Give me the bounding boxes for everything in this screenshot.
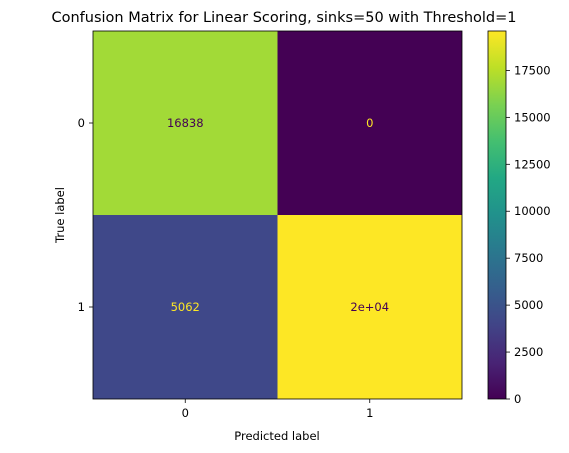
x-tick-label: 1 [366,406,373,420]
colorbar-tick-label: 0 [514,392,521,406]
y-axis-label: True label [53,187,67,244]
matrix-cells: 16838 0 5062 2e+04 [93,31,462,399]
cell-value-label-1-1: 2e+04 [350,300,389,314]
colorbar-tick-label: 2500 [514,345,543,359]
colorbar-tick-label: 12500 [514,157,551,171]
x-tick-label: 0 [182,406,189,420]
y-axis-ticks: 01 [78,116,93,314]
y-tick-label: 1 [78,300,85,314]
chart-title: Confusion Matrix for Linear Scoring, sin… [51,10,516,26]
cell-value-label-0-0: 16838 [167,116,204,130]
matrix-cell-0-1 [277,31,462,215]
y-tick-label: 0 [78,116,85,130]
colorbar [487,30,507,400]
plot-frame [92,30,463,400]
matrix-cell-0-0 [93,31,278,215]
matrix-cell-1-1 [277,215,462,399]
cell-value-label-1-0: 5062 [171,300,200,314]
colorbar-tick-label: 10000 [514,204,551,218]
colorbar-tick-label: 15000 [514,110,551,124]
colorbar-tick-label: 7500 [514,251,543,265]
matrix-cell-1-0 [93,215,278,399]
cell-value-label-0-1: 0 [366,116,373,130]
colorbar-ticks: 0 2500 5000 7500 10000 12500 15000 17500 [506,63,551,406]
colorbar-tick-label: 17500 [514,63,551,77]
x-axis-label: Predicted label [234,429,319,443]
colorbar-tick-label: 5000 [514,298,543,312]
